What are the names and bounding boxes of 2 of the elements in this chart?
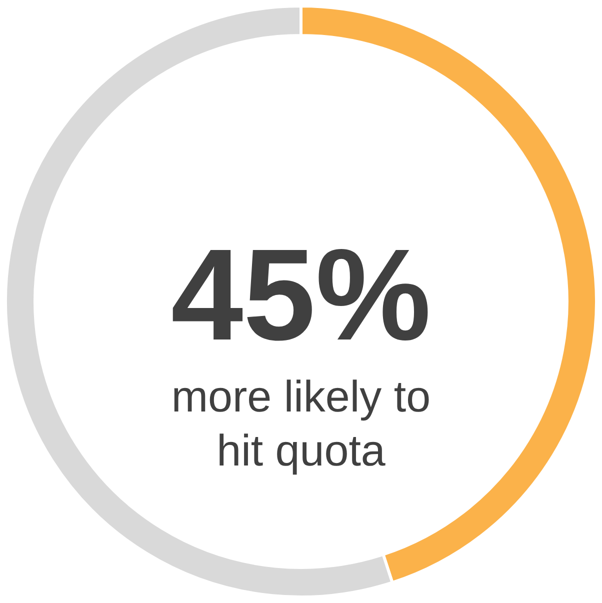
data-label: 45% — [170, 222, 432, 368]
text: more likely to hit quota — [171, 372, 431, 476]
